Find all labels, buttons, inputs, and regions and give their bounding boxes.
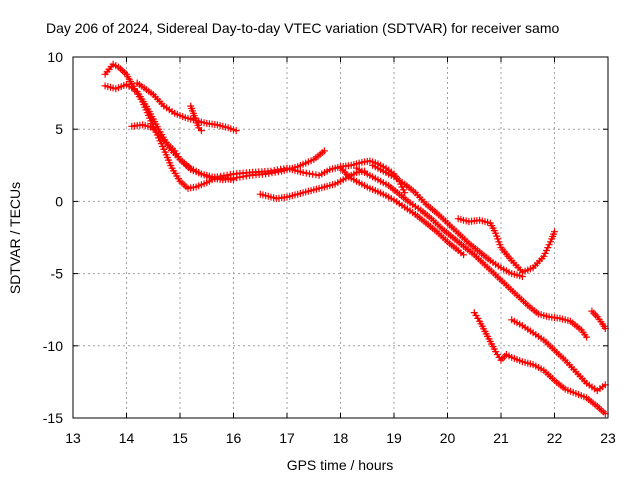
series-track-3 [128,121,237,184]
y-tick-label: -10 [43,338,63,354]
series-markers [454,215,558,276]
x-tick-label: 23 [600,430,616,446]
y-tick-label: -15 [43,410,63,426]
y-tick-label: -5 [51,266,64,282]
series-track-8 [369,161,526,280]
series-markers [508,316,609,395]
x-tick-label: 19 [386,430,402,446]
x-tick-label: 14 [119,430,135,446]
series-track-10 [454,215,558,276]
series-track-5 [187,102,205,135]
series-track-4 [133,79,240,135]
y-tick-label: 5 [55,121,63,137]
series-line [130,123,235,181]
series-track-13 [588,307,609,332]
series-track-9 [337,164,468,259]
grid-lines [73,57,608,418]
series-markers [353,164,591,341]
y-axis-label: SDTVAR / TECUs [7,182,23,294]
x-tick-label: 21 [493,430,509,446]
series-track-2 [101,80,328,184]
y-axis-ticks: 10 5 0 -5 -10 -15 [43,49,608,426]
series-track-11 [470,309,609,418]
chart-title: Day 206 of 2024, Sidereal Day-to-day VTE… [46,20,559,36]
series-line [473,311,607,415]
series-markers [369,161,526,280]
series-track-6 [256,167,369,202]
x-tick-label: 18 [333,430,349,446]
x-tick-label: 20 [440,430,456,446]
series-markers [128,121,237,184]
x-tick-label: 22 [547,430,563,446]
series-markers [470,309,609,418]
series-markers [256,167,369,202]
data-series [101,60,609,418]
x-tick-label: 16 [226,430,242,446]
x-axis-label: GPS time / hours [287,457,394,473]
series-markers [101,80,328,184]
x-tick-label: 15 [172,430,188,446]
series-track-7 [353,164,591,341]
series-markers [337,164,468,259]
y-tick-label: 0 [55,193,63,209]
series-markers [187,102,205,135]
y-tick-label: 10 [47,49,63,65]
series-track-12 [508,316,609,395]
x-tick-label: 17 [279,430,295,446]
x-axis-ticks: 13 14 15 16 17 18 19 20 21 22 23 [65,57,616,446]
series-markers [588,307,609,332]
x-tick-label: 13 [65,430,81,446]
series-markers [133,79,240,135]
